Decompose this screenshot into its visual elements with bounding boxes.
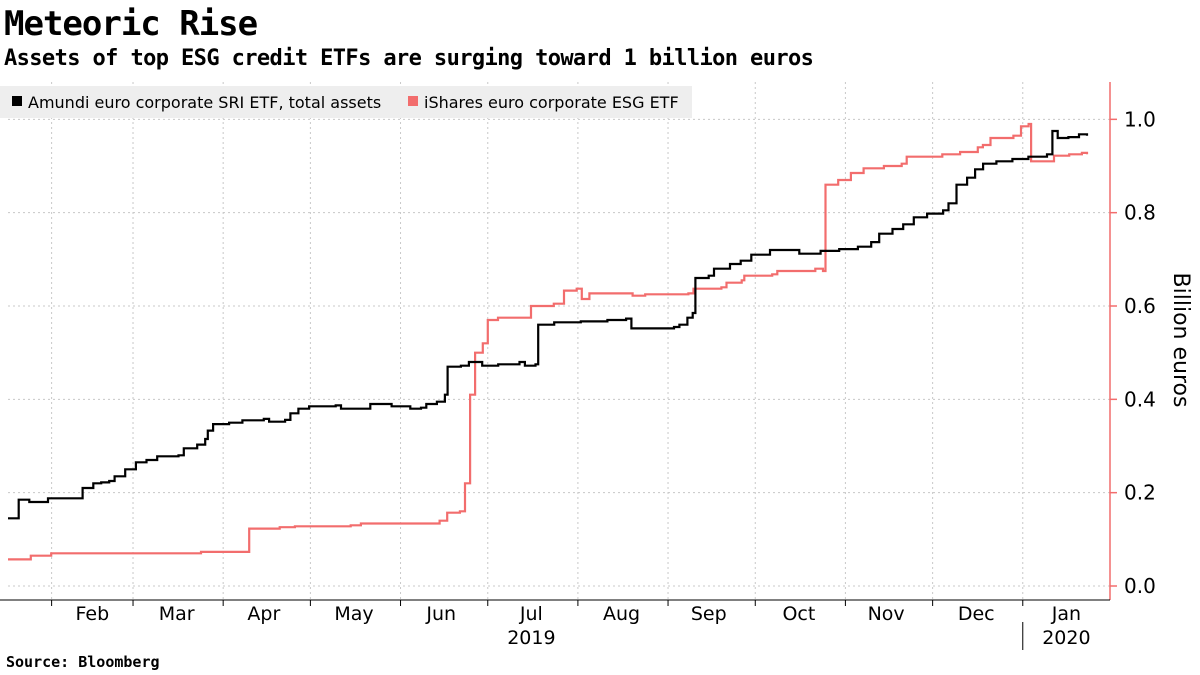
x-month-label: Aug xyxy=(603,603,640,625)
x-month-label: Oct xyxy=(782,603,815,625)
series-line xyxy=(8,122,1089,561)
x-month-label: Sep xyxy=(691,603,727,625)
x-month-label: Feb xyxy=(76,603,110,625)
y-tick-label: 0.2 xyxy=(1124,481,1156,505)
source-note: Source: Bloomberg xyxy=(6,653,160,671)
y-tick-label: 1.0 xyxy=(1124,107,1156,131)
axes: 0.0 0.2 0.4 0.6 0.8 1.0 Feb Mar Apr May Jun Jul Aug S… xyxy=(0,82,1156,650)
x-month-label: May xyxy=(334,603,373,625)
x-month-label: Jul xyxy=(519,603,543,625)
x-month-label: Nov xyxy=(868,603,905,625)
legend-swatch xyxy=(408,96,418,106)
x-month-label: Jan xyxy=(1051,603,1081,625)
y-axis-label: Billion euros xyxy=(1168,273,1193,408)
legend: Amundi euro corporate SRI ETF, total ass… xyxy=(0,86,692,118)
x-month-label: Dec xyxy=(958,603,995,625)
legend-label: iShares euro corporate ESG ETF xyxy=(424,93,679,112)
chart-title: Meteoric Rise xyxy=(4,4,258,44)
grid xyxy=(8,82,1110,600)
y-tick-label: 0.4 xyxy=(1124,387,1156,411)
legend-background xyxy=(0,86,692,118)
series-lines xyxy=(8,122,1089,561)
series-line xyxy=(8,129,1089,520)
legend-swatch xyxy=(12,96,22,106)
legend-label: Amundi euro corporate SRI ETF, total ass… xyxy=(28,93,381,112)
y-tick-label: 0.6 xyxy=(1124,294,1156,318)
y-tick-label: 0.0 xyxy=(1124,574,1156,598)
x-month-label: Jun xyxy=(425,603,456,625)
chart-subtitle: Assets of top ESG credit ETFs are surgin… xyxy=(4,46,814,71)
x-month-label: Apr xyxy=(247,603,280,625)
x-year-label: 2019 xyxy=(507,627,555,649)
x-month-label: Mar xyxy=(159,603,195,625)
y-tick-label: 0.8 xyxy=(1124,201,1156,225)
x-year-label: 2020 xyxy=(1042,627,1090,649)
